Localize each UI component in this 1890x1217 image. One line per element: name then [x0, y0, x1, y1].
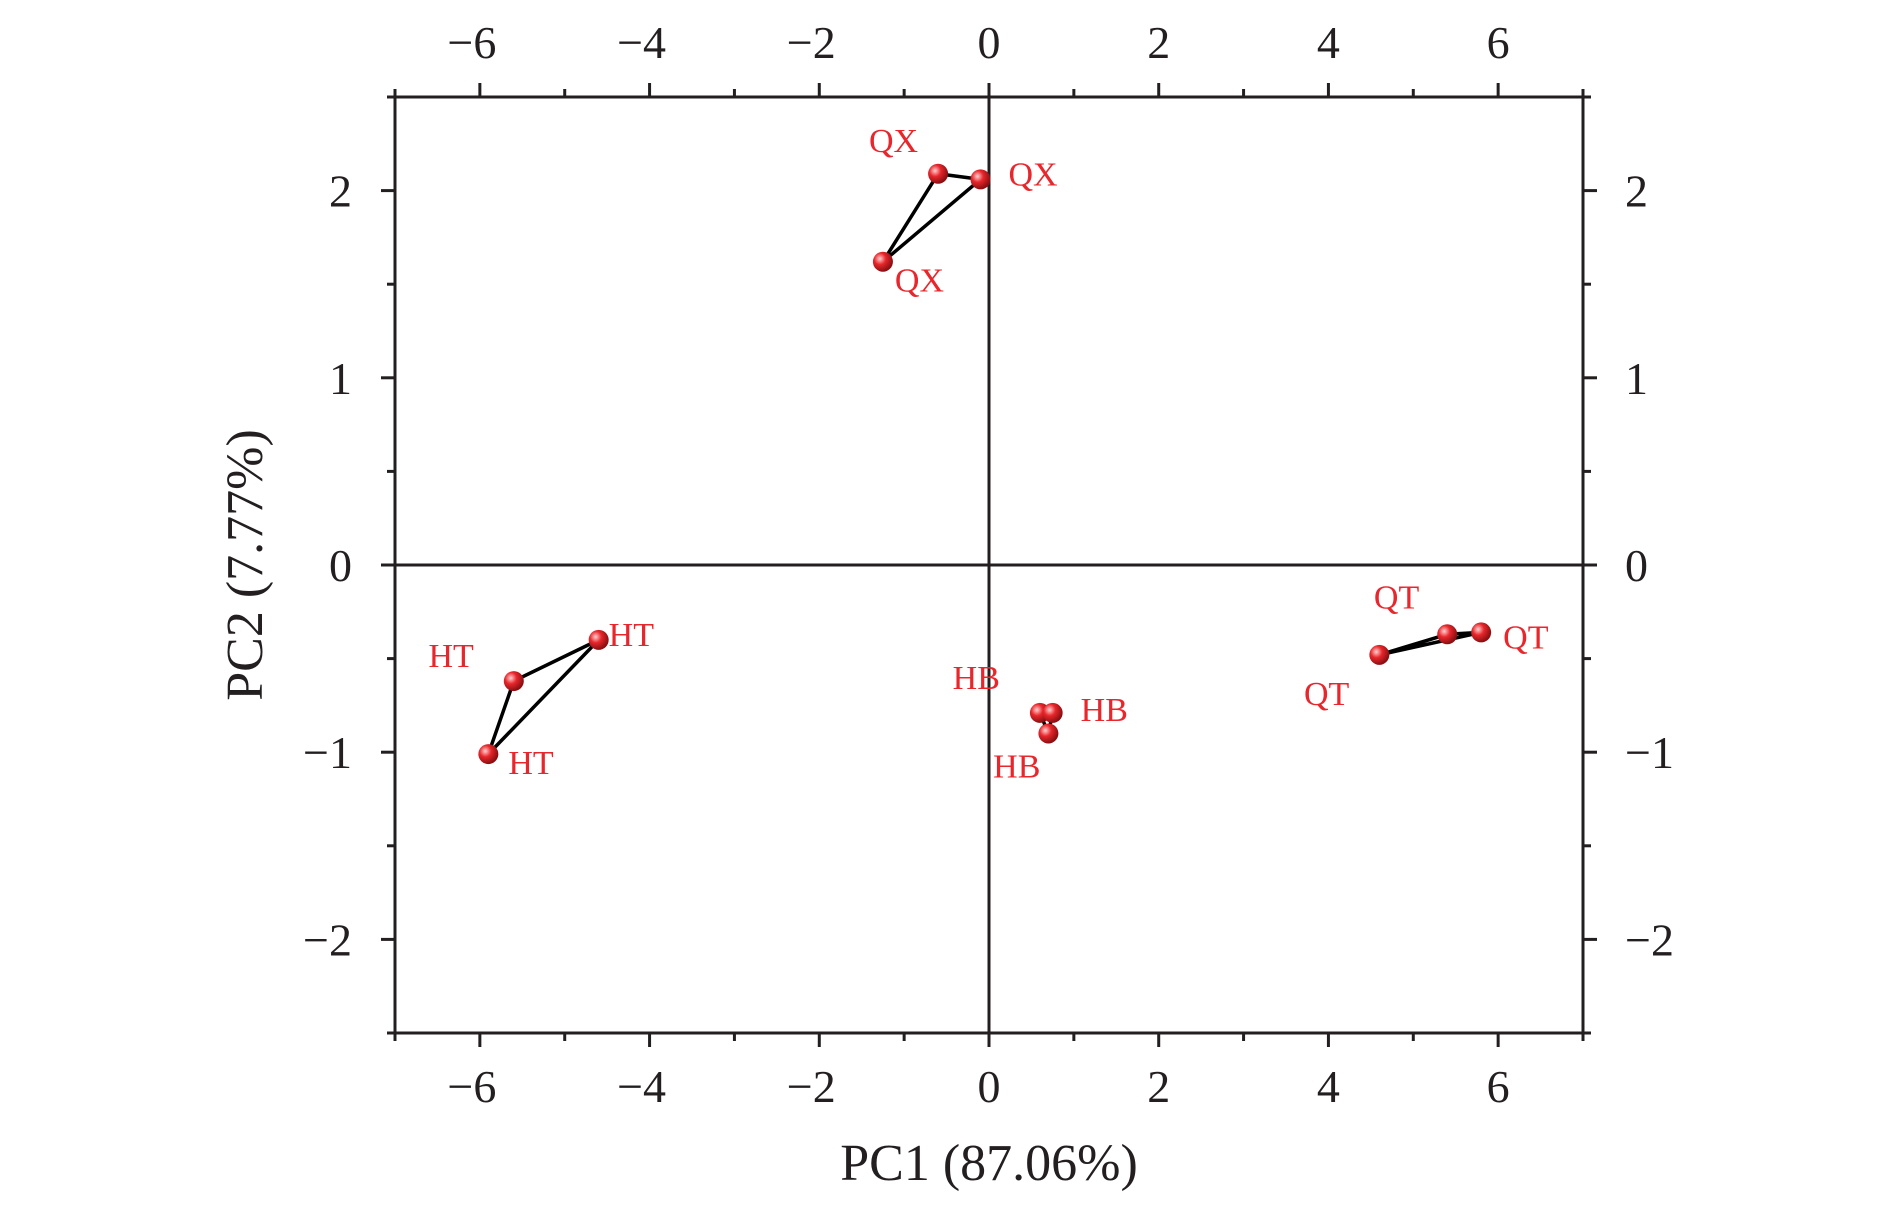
y-axis-title: PC2 (7.77%) — [217, 429, 274, 701]
axis-ticks: −6 −6 −4 −4 −2 −2 0 0 2 2 4 4 6 6 −2 −2 −1 −1 0 0 1 1 2 2 — [303, 17, 1674, 1112]
data-point — [1471, 622, 1492, 643]
y-tick-label-left: 0 — [329, 540, 352, 591]
point-label: HB — [993, 748, 1040, 785]
group-hull — [881, 171, 985, 264]
x-tick-label-top: 4 — [1317, 17, 1340, 68]
point-label: QT — [1503, 619, 1549, 656]
y-tick-label-left: 1 — [329, 353, 352, 404]
x-tick-label-top: 2 — [1147, 17, 1170, 68]
point-label: HB — [1081, 692, 1128, 729]
x-tick-label-bottom: 4 — [1317, 1061, 1340, 1112]
group-hull — [1378, 630, 1482, 657]
data-point — [1369, 644, 1390, 665]
data-point — [1042, 702, 1063, 723]
data-point — [872, 251, 893, 272]
data-point — [478, 744, 499, 765]
y-tick-label-left: −1 — [303, 727, 352, 778]
x-tick-label-top: −6 — [447, 17, 496, 68]
x-tick-label-bottom: 0 — [978, 1061, 1001, 1112]
point-label: QT — [1304, 676, 1350, 713]
point-label: HB — [953, 660, 1000, 697]
data-points — [478, 163, 1492, 765]
x-tick-label-bottom: −6 — [447, 1061, 496, 1112]
plot-frame — [393, 95, 1585, 1035]
y-tick-label-right: 0 — [1625, 540, 1648, 591]
point-label: QX — [1009, 156, 1058, 193]
data-point — [503, 671, 524, 692]
x-tick-label-bottom: −2 — [787, 1061, 836, 1112]
y-tick-label-left: 2 — [329, 166, 352, 217]
data-point — [588, 629, 609, 650]
x-tick-label-bottom: −4 — [617, 1061, 666, 1112]
group-hull — [486, 638, 600, 756]
data-point — [970, 169, 991, 190]
x-tick-label-top: 6 — [1487, 17, 1510, 68]
data-point — [928, 163, 949, 184]
data-point — [1437, 624, 1458, 645]
y-tick-label-right: 2 — [1625, 166, 1648, 217]
point-label: HT — [428, 638, 474, 675]
x-tick-label-top: 0 — [978, 17, 1001, 68]
point-label: QX — [895, 263, 944, 300]
point-label: QX — [869, 123, 918, 160]
x-tick-label-bottom: 6 — [1487, 1061, 1510, 1112]
x-tick-label-bottom: 2 — [1147, 1061, 1170, 1112]
y-tick-label-right: −1 — [1625, 727, 1674, 778]
y-tick-label-left: −2 — [303, 914, 352, 965]
point-labels: QX QX QX HT HT HT HB HB HB QT QT QT — [428, 123, 1548, 786]
point-label: HT — [508, 745, 554, 782]
x-tick-label-top: −4 — [617, 17, 666, 68]
x-axis-title: PC1 (87.06%) — [840, 1135, 1138, 1192]
data-point — [1038, 723, 1059, 744]
y-tick-label-right: −2 — [1625, 914, 1674, 965]
y-tick-label-right: 1 — [1625, 353, 1648, 404]
point-label: HT — [609, 617, 655, 654]
point-label: QT — [1374, 579, 1420, 616]
x-tick-label-top: −2 — [787, 17, 836, 68]
